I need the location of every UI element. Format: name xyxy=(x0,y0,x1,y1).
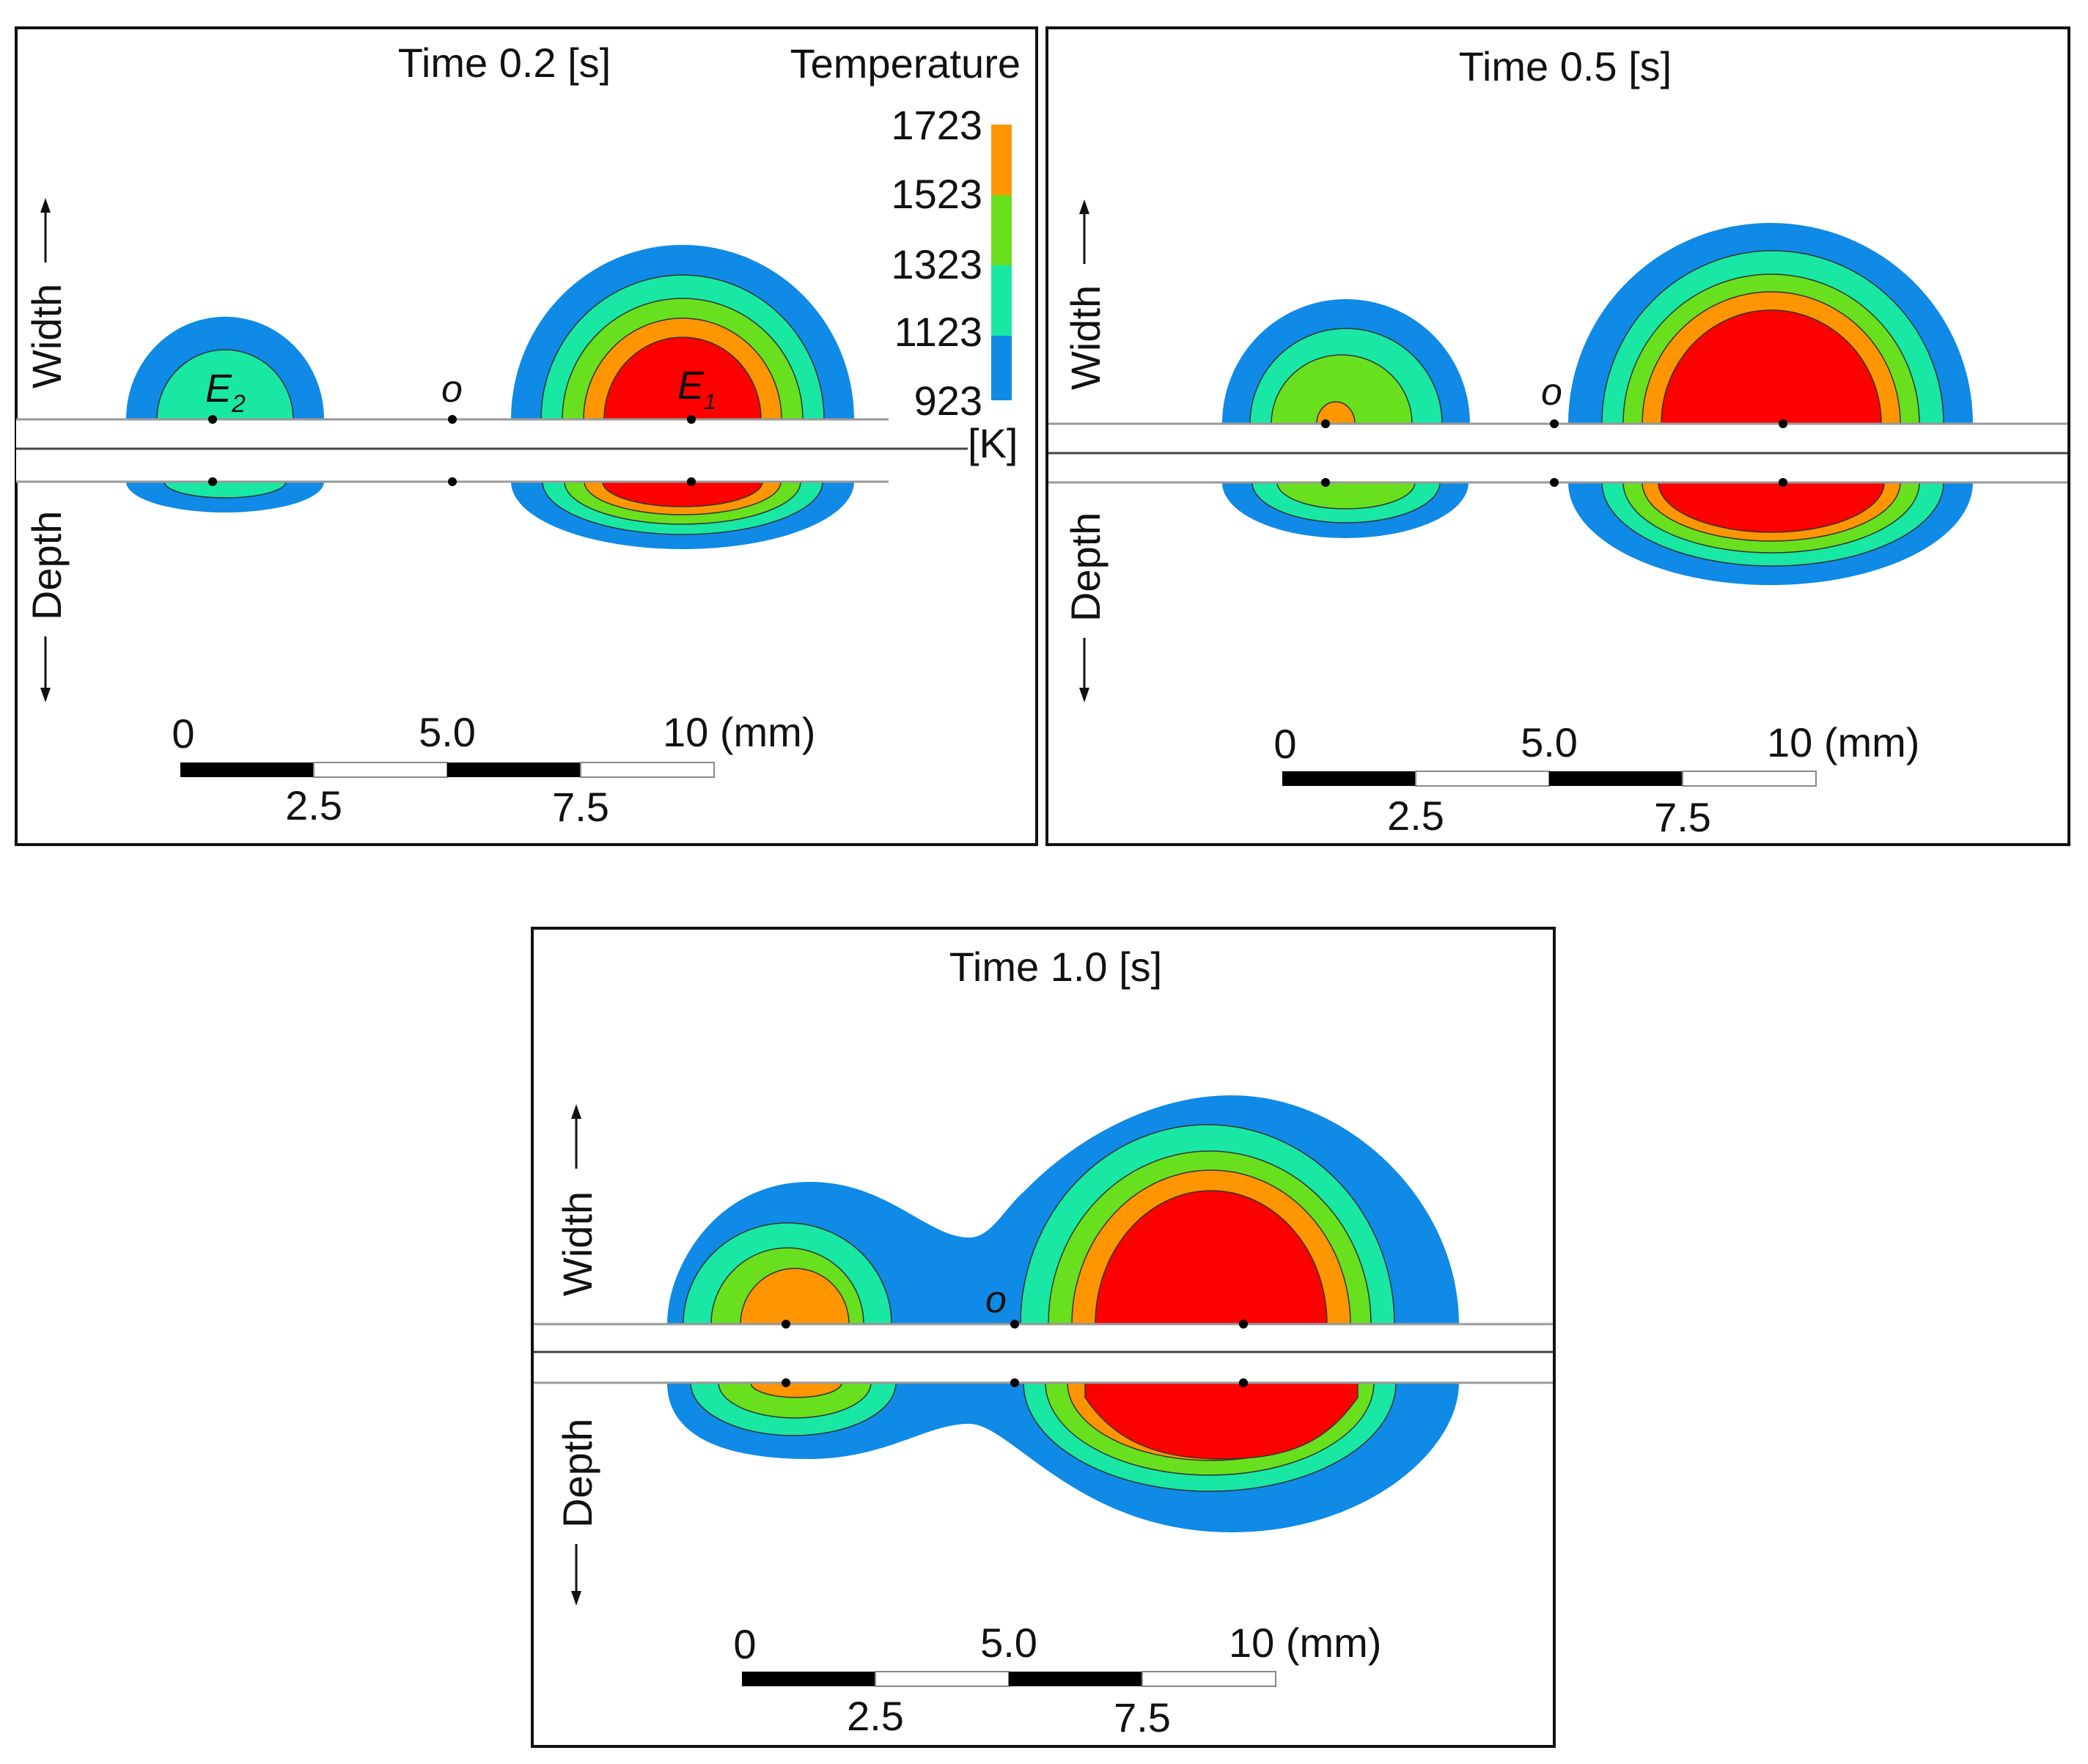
legend-tick-923: 923 xyxy=(914,378,982,424)
width-arrow: Width xyxy=(554,1104,600,1296)
scale-label-5: 5.0 xyxy=(980,1620,1037,1666)
legend-band-1523 xyxy=(991,125,1012,195)
depth-contours xyxy=(126,481,854,549)
isotherm-1723 xyxy=(1658,482,1885,533)
panel-time-0-5: Time 0.5 [s] xyxy=(1045,26,2070,846)
width-contours xyxy=(126,245,854,420)
legend-band-923 xyxy=(991,336,1012,400)
scale-label-7-5: 7.5 xyxy=(552,784,609,830)
panel-time-1-0: Time 1.0 [s] xyxy=(531,927,1556,1748)
scale-label-2-5: 2.5 xyxy=(847,1693,904,1739)
depth-contours xyxy=(1222,482,1973,585)
label-e1: E1 xyxy=(677,364,716,414)
depth-contours xyxy=(667,1382,1459,1532)
legend-tick-1123: 1123 xyxy=(894,309,982,355)
scale-bar: 0 5.0 10 (mm) 2.5 7.5 xyxy=(733,1620,1381,1741)
legend-band-1323 xyxy=(991,195,1012,265)
depth-label: Depth xyxy=(554,1419,600,1528)
width-arrow: Width xyxy=(23,198,70,389)
legend-tick-1523: 1523 xyxy=(891,171,982,217)
width-contours xyxy=(1222,223,1973,425)
scale-label-2-5: 2.5 xyxy=(285,782,342,828)
label-o: o xyxy=(985,1279,1007,1321)
depth-label: Depth xyxy=(1062,512,1109,622)
isotherm-1723 xyxy=(603,337,762,420)
isotherm-1723 xyxy=(1084,1382,1359,1460)
legend-unit: [K] xyxy=(968,420,1018,466)
scale-label-10: 10 (mm) xyxy=(663,709,815,755)
scale-label-10: 10 (mm) xyxy=(1229,1620,1381,1666)
legend-tick-1323: 1323 xyxy=(891,241,982,287)
isotherm-1723 xyxy=(602,481,763,507)
joint-gap xyxy=(534,1323,1553,1384)
scale-label-0: 0 xyxy=(733,1621,756,1667)
depth-arrow: Depth xyxy=(23,511,70,702)
scale-bar: 0 5.0 10 (mm) 2.5 7.5 xyxy=(1273,719,1919,840)
isotherm-1723 xyxy=(1661,309,1882,425)
isotherm-1123 xyxy=(163,481,287,499)
reference-points xyxy=(1321,419,1787,487)
reference-points xyxy=(782,1320,1248,1387)
joint-gap xyxy=(1048,422,2067,484)
legend-tick-1723: 1723 xyxy=(891,102,982,148)
width-label: Width xyxy=(23,284,70,389)
scale-label-5: 5.0 xyxy=(1521,719,1578,765)
width-label: Width xyxy=(1062,285,1109,390)
label-o: o xyxy=(1541,371,1562,414)
isotherm-1723 xyxy=(1095,1190,1328,1325)
panel-title: Time 1.0 [s] xyxy=(949,944,1162,990)
panel-title: Time 0.5 [s] xyxy=(1459,43,1672,89)
scale-label-0: 0 xyxy=(1273,721,1296,767)
scale-label-10: 10 (mm) xyxy=(1767,719,1919,765)
reference-points xyxy=(208,415,696,486)
scale-label-2-5: 2.5 xyxy=(1387,793,1444,839)
label-o: o xyxy=(441,368,463,411)
width-arrow: Width xyxy=(1062,199,1109,390)
isotherm-1523 xyxy=(1316,401,1356,425)
scale-bar: 0 5.0 10 (mm) 2.5 7.5 xyxy=(172,709,815,830)
isotherm-1523 xyxy=(740,1268,850,1325)
isotherm-1523 xyxy=(750,1382,842,1398)
temperature-legend: Temperature 1723 1523 1323 1123 923 [K] xyxy=(790,40,1021,466)
scale-label-5: 5.0 xyxy=(419,709,476,755)
joint-gap xyxy=(16,418,968,483)
width-label: Width xyxy=(554,1191,600,1296)
isotherm-1123 xyxy=(156,349,294,420)
isotherm-1323 xyxy=(1276,482,1416,510)
scale-label-0: 0 xyxy=(172,710,194,757)
panel-title: Time 0.2 [s] xyxy=(398,40,611,86)
legend-title: Temperature xyxy=(790,40,1021,87)
depth-arrow: Depth xyxy=(1062,512,1109,702)
legend-band-1123 xyxy=(991,265,1012,336)
scale-label-7-5: 7.5 xyxy=(1654,794,1711,840)
panel-time-0-2: Time 0.2 [s] xyxy=(15,26,1038,846)
depth-arrow: Depth xyxy=(554,1419,600,1606)
isotherm-1323 xyxy=(1271,354,1413,425)
scale-label-7-5: 7.5 xyxy=(1114,1694,1171,1741)
label-e2: E2 xyxy=(205,367,246,418)
depth-label: Depth xyxy=(23,511,70,620)
width-contours xyxy=(667,1095,1459,1325)
